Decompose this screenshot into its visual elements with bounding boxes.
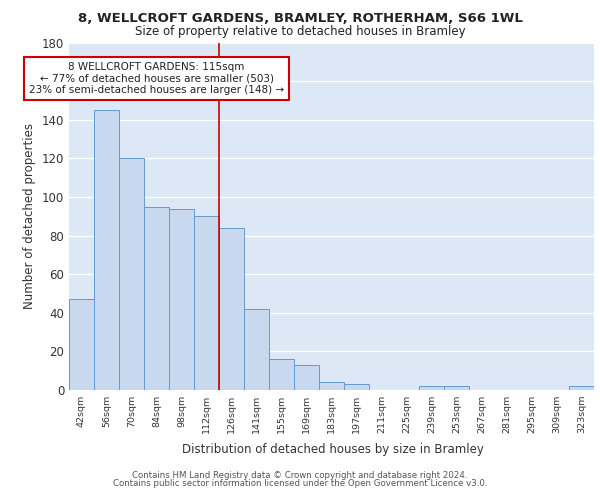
Bar [419,386,444,390]
Bar [269,359,294,390]
Bar [94,110,119,390]
Bar [344,384,369,390]
Bar [194,216,219,390]
Text: Contains public sector information licensed under the Open Government Licence v3: Contains public sector information licen… [113,479,487,488]
Bar [294,365,319,390]
Bar [219,228,244,390]
Bar [244,309,269,390]
Bar [569,386,594,390]
Bar [119,158,144,390]
Text: 8, WELLCROFT GARDENS, BRAMLEY, ROTHERHAM, S66 1WL: 8, WELLCROFT GARDENS, BRAMLEY, ROTHERHAM… [77,12,523,26]
Bar [444,386,469,390]
Bar [69,300,94,390]
Y-axis label: Number of detached properties: Number of detached properties [23,123,36,309]
Text: Size of property relative to detached houses in Bramley: Size of property relative to detached ho… [134,25,466,38]
Text: Distribution of detached houses by size in Bramley: Distribution of detached houses by size … [182,442,484,456]
Bar [144,206,169,390]
Text: 8 WELLCROFT GARDENS: 115sqm
← 77% of detached houses are smaller (503)
23% of se: 8 WELLCROFT GARDENS: 115sqm ← 77% of det… [29,62,284,95]
Text: Contains HM Land Registry data © Crown copyright and database right 2024.: Contains HM Land Registry data © Crown c… [132,471,468,480]
Bar [169,208,194,390]
Bar [319,382,344,390]
